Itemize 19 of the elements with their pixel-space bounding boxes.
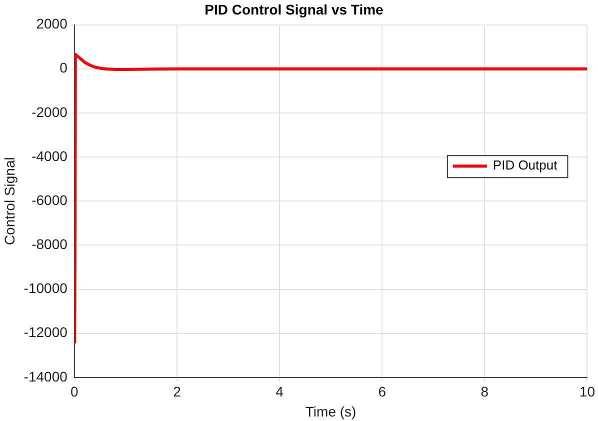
x-tick-label: 0: [70, 384, 78, 400]
y-tick-label: -2000: [32, 104, 68, 120]
x-tick-label: 10: [579, 384, 596, 400]
y-tick-label: 2000: [36, 16, 68, 32]
x-tick-label: 4: [276, 384, 284, 400]
x-axis-title: Time (s): [305, 403, 356, 420]
y-tick-label: -10000: [24, 280, 68, 296]
y-tick-label: -4000: [32, 148, 68, 164]
y-tick-label: -14000: [24, 368, 68, 384]
chart-title: PID Control Signal vs Time: [204, 1, 384, 18]
x-tick-label: 2: [173, 384, 182, 400]
x-tick-label: 6: [378, 384, 386, 400]
y-tick-label: -8000: [32, 236, 68, 252]
y-tick-label: -6000: [32, 192, 68, 208]
y-tick-label: 0: [60, 60, 68, 76]
legend-label: PID Output: [492, 158, 558, 173]
y-axis-title: Control Signal: [1, 157, 18, 246]
y-tick-label: -12000: [24, 324, 68, 340]
x-tick-label: 8: [480, 384, 489, 400]
